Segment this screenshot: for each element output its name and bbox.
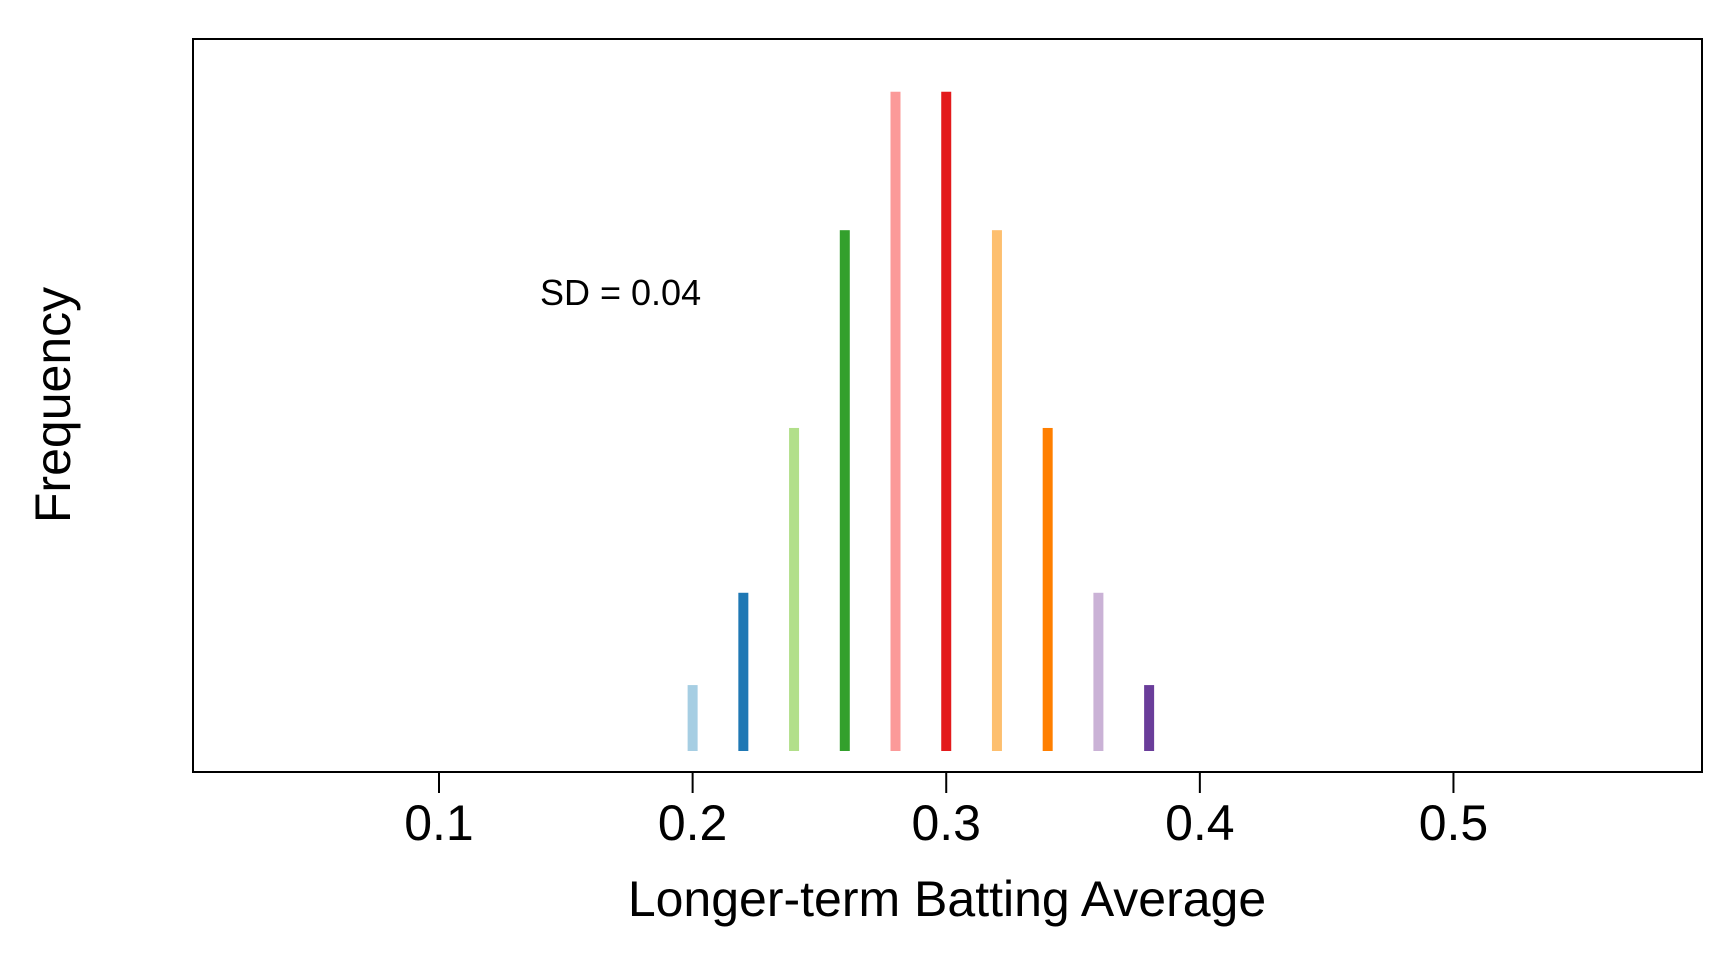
bar-3 xyxy=(839,230,850,751)
bar-5 xyxy=(941,91,952,752)
bar-6 xyxy=(991,230,1002,751)
bar-8 xyxy=(1093,592,1104,751)
x-tick-label-4: 0.5 xyxy=(1419,795,1489,851)
x-axis: 0.1 0.2 0.3 0.4 0.5 xyxy=(404,772,1488,851)
x-tick-label-0: 0.1 xyxy=(404,795,474,851)
bar-4 xyxy=(890,91,901,752)
bar-7 xyxy=(1042,427,1053,751)
bar-1 xyxy=(738,592,749,751)
x-tick-label-2: 0.3 xyxy=(911,795,981,851)
x-tick-label-3: 0.4 xyxy=(1165,795,1235,851)
bar-0 xyxy=(687,685,698,751)
bar-2 xyxy=(789,427,800,751)
bar-9 xyxy=(1144,685,1155,751)
x-axis-title: Longer-term Batting Average xyxy=(628,871,1266,927)
bars-group xyxy=(687,91,1155,752)
annotation-sd: SD = 0.04 xyxy=(540,272,701,313)
x-tick-label-1: 0.2 xyxy=(658,795,728,851)
y-axis-title: Frequency xyxy=(25,287,81,523)
plot-frame xyxy=(192,38,1703,773)
